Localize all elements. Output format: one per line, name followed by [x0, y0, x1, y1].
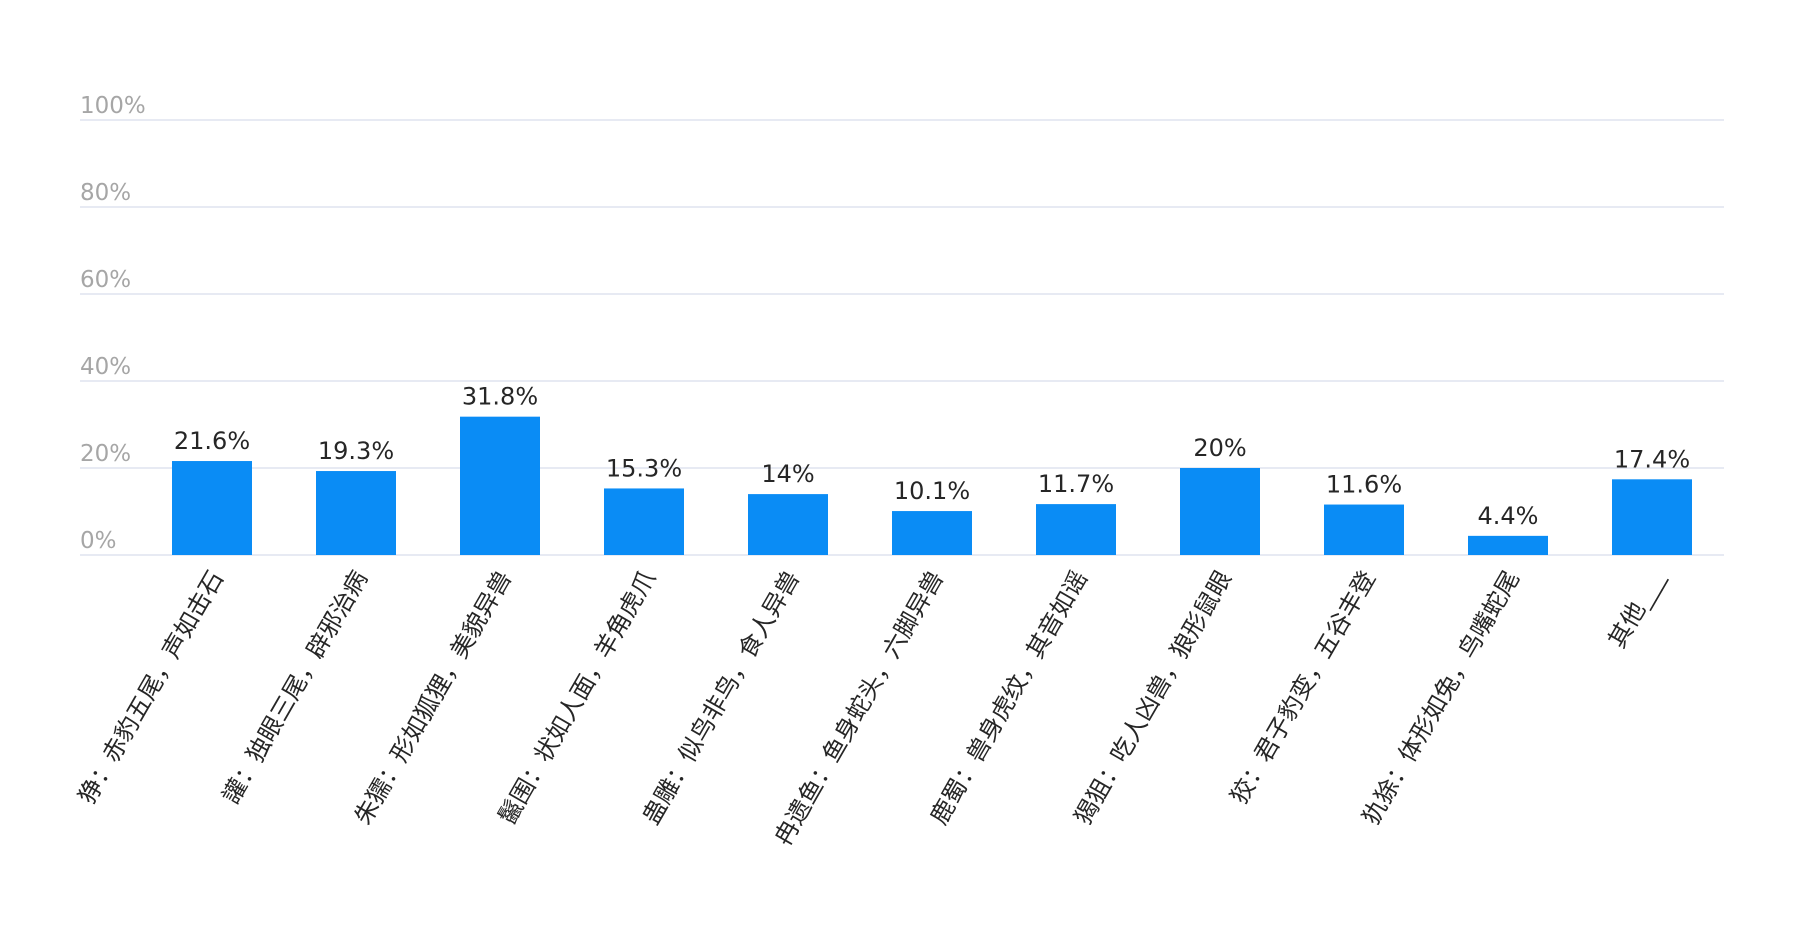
x-tick-label: 朱獳：形如狐狸，美貌异兽	[349, 566, 517, 829]
bars	[172, 416, 1692, 555]
bar	[1468, 535, 1548, 555]
y-tick-label: 0%	[80, 528, 117, 554]
y-axis-ticks: 0% 20% 40% 60% 80% 100%	[80, 93, 146, 554]
data-label: 11.6%	[1326, 471, 1402, 499]
bar	[604, 488, 684, 555]
x-tick-label: 狰：赤豹五尾，声如击石	[73, 566, 229, 809]
y-tick-label: 100%	[80, 93, 146, 119]
data-label: 14%	[761, 460, 814, 488]
x-tick-label: 鬣围：状如人面，羊角虎爪	[493, 566, 661, 829]
x-tick-label: 冉遗鱼：鱼身蛇头，六脚异兽	[769, 566, 949, 850]
data-label: 19.3%	[318, 437, 394, 465]
data-label: 21.6%	[174, 427, 250, 455]
data-label: 10.1%	[894, 477, 970, 505]
x-tick-label: 猲狙：吃人凶兽，狼形鼠眼	[1069, 566, 1237, 829]
data-label: 20%	[1193, 434, 1246, 462]
bar	[1324, 504, 1404, 555]
bar	[460, 416, 540, 555]
data-label: 17.4%	[1614, 445, 1690, 473]
x-tick-label: 讙：独眼三尾，辟邪治病	[217, 566, 373, 809]
data-labels: 21.6% 19.3% 31.8% 15.3% 14% 10.1% 11.7% 20% 11.6…	[174, 383, 1690, 530]
x-tick-label: 犰狳：体形如兔，鸟嘴蛇尾	[1357, 566, 1525, 829]
y-tick-label: 80%	[80, 180, 131, 206]
x-tick-label: 其他___	[1603, 565, 1670, 653]
bar	[1036, 504, 1116, 555]
data-label: 11.7%	[1038, 470, 1114, 498]
data-label: 31.8%	[462, 383, 538, 411]
bar	[1180, 468, 1260, 555]
data-label: 4.4%	[1478, 502, 1539, 530]
bar	[748, 494, 828, 555]
bar	[892, 511, 972, 555]
x-tick-label: 鹿蜀：兽身虎纹，其音如谣	[925, 566, 1093, 829]
gridlines	[80, 119, 1724, 556]
data-label: 15.3%	[606, 454, 682, 482]
y-tick-label: 20%	[80, 441, 131, 467]
x-axis-ticks: 狰：赤豹五尾，声如击石讙：独眼三尾，辟邪治病朱獳：形如狐狸，美貌异兽鬣围：状如人…	[73, 565, 1670, 850]
bar	[1612, 479, 1692, 555]
y-tick-label: 40%	[80, 354, 131, 380]
bar	[172, 461, 252, 555]
bar	[316, 471, 396, 555]
y-tick-label: 60%	[80, 267, 131, 293]
x-tick-label: 狡：君子豹变，五谷丰登	[1225, 566, 1381, 809]
x-tick-label: 蛊雕：似鸟非鸟，食人异兽	[637, 566, 805, 829]
